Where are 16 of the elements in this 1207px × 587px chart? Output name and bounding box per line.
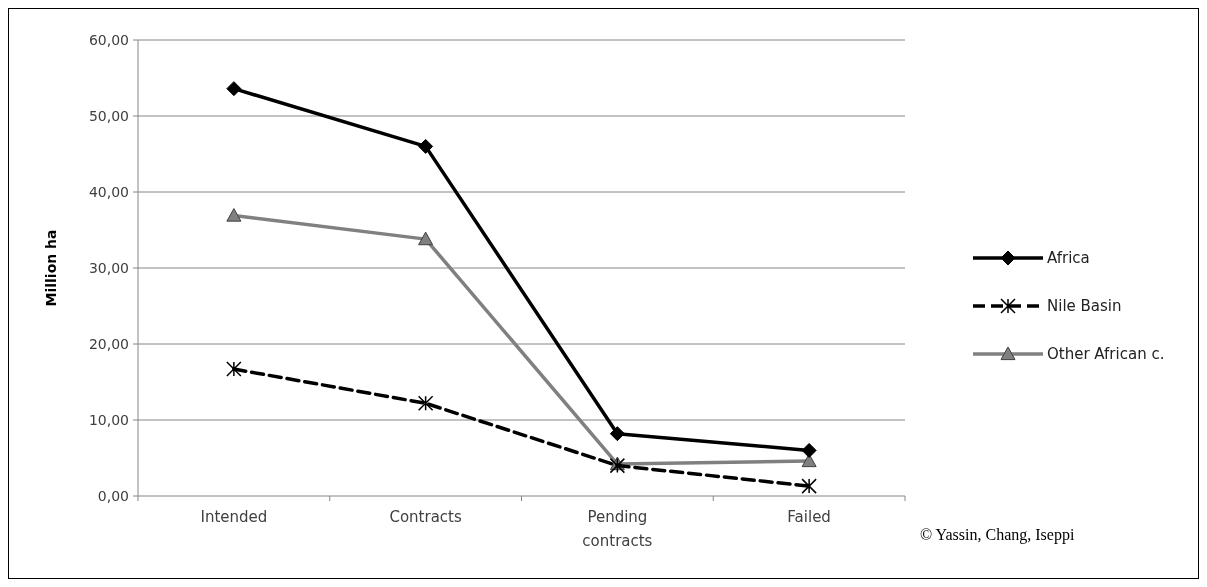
legend-label: Africa [1047, 249, 1090, 268]
x-tick-label: Intended [200, 508, 268, 526]
text: © Yassin, Chang, Iseppi [920, 526, 1075, 544]
x-tick-label: Contracts [389, 508, 462, 526]
y-tick-label: 60,00 [88, 31, 129, 48]
x-tick-label: Failed [787, 508, 831, 526]
y-tick-label: 30,00 [88, 259, 129, 276]
y-tick-label: 10,00 [88, 411, 129, 428]
y-axis-title: Million ha [43, 229, 59, 307]
legend-label: Other African c. [1047, 345, 1165, 364]
y-tick-label: 40,00 [88, 183, 129, 200]
y-tick-label: 50,00 [88, 107, 129, 124]
y-tick-label: 0,00 [97, 487, 129, 504]
legend-label: Nile Basin [1047, 297, 1122, 316]
x-tick-label: Pending contracts [582, 508, 653, 550]
y-tick-label: 20,00 [88, 335, 129, 352]
